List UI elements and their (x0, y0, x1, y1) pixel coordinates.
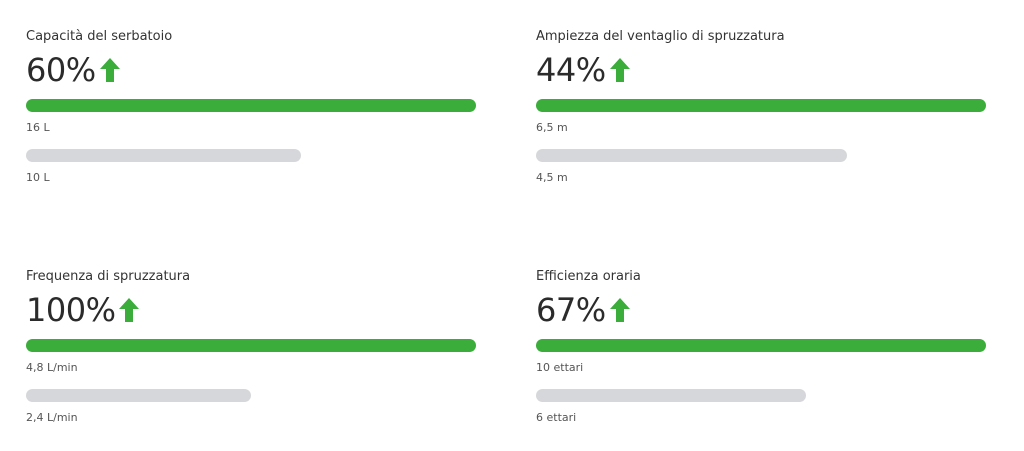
new-value-bar-fill (536, 339, 986, 352)
old-value-bar-fill (26, 149, 301, 162)
new-value-label: 4,8 L/min (26, 361, 78, 374)
new-value-bar (536, 339, 986, 352)
metric-card-spray-width: Ampiezza del ventaglio di spruzzatura 44… (536, 28, 986, 185)
metric-title: Capacità del serbatoio (26, 29, 173, 44)
metric-card-spray-frequency: Frequenza di spruzzatura 100% 4,8 L/min … (26, 268, 476, 425)
arrow-up-icon (609, 57, 631, 83)
old-value-bar (536, 149, 986, 162)
new-value-bar-fill (26, 339, 476, 352)
metric-card-hourly-efficiency: Efficienza oraria 67% 10 ettari 6 ettari (536, 268, 986, 425)
metric-percent: 60% (26, 51, 96, 89)
new-value-label: 10 ettari (536, 361, 584, 374)
arrow-up-icon (609, 297, 631, 323)
old-value-label: 6 ettari (536, 411, 577, 424)
new-value-label: 16 L (26, 121, 50, 134)
metric-title: Frequenza di spruzzatura (26, 269, 191, 284)
new-value-bar-fill (26, 99, 476, 112)
metric-percent-row: 100% (26, 291, 476, 329)
metric-percent-row: 67% (536, 291, 986, 329)
old-value-label: 2,4 L/min (26, 411, 78, 424)
arrow-up-icon (99, 57, 121, 83)
metric-percent-row: 44% (536, 51, 986, 89)
old-value-bar-fill (536, 149, 847, 162)
old-value-label: 10 L (26, 171, 50, 184)
arrow-up-icon (118, 297, 140, 323)
metric-title: Efficienza oraria (536, 269, 641, 284)
metric-percent: 100% (26, 291, 116, 329)
metric-title: Ampiezza del ventaglio di spruzzatura (536, 29, 785, 44)
old-value-label: 4,5 m (536, 171, 568, 184)
old-value-bar-fill (26, 389, 251, 402)
metric-card-tank-capacity: Capacità del serbatoio 60% 16 L 10 L (26, 28, 476, 185)
new-value-label: 6,5 m (536, 121, 568, 134)
new-value-bar (26, 339, 476, 352)
metric-percent: 44% (536, 51, 606, 89)
old-value-bar (26, 389, 476, 402)
new-value-bar (536, 99, 986, 112)
new-value-bar-fill (536, 99, 986, 112)
metric-percent-row: 60% (26, 51, 476, 89)
new-value-bar (26, 99, 476, 112)
metric-percent: 67% (536, 291, 606, 329)
comparison-grid: Capacità del serbatoio 60% 16 L 10 L Amp… (26, 0, 986, 451)
old-value-bar (26, 149, 476, 162)
old-value-bar-fill (536, 389, 806, 402)
old-value-bar (536, 389, 986, 402)
